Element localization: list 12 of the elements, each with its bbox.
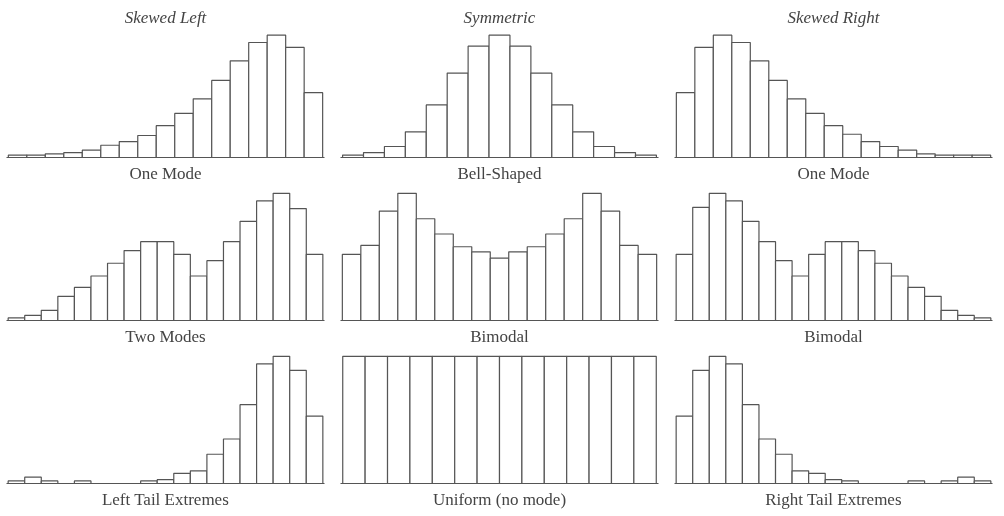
chart-title: Skewed Right xyxy=(787,7,881,27)
x-axis-title: Uniform (no mode) xyxy=(432,489,567,509)
x-axis-title: Bimodal xyxy=(804,326,864,346)
x-axis-title: One Mode xyxy=(129,163,202,183)
x-axis-title: Right Tail Extremes xyxy=(765,489,902,509)
x-axis-title: Left Tail Extremes xyxy=(101,489,229,509)
x-axis-title: One Mode xyxy=(797,163,870,183)
x-axis-title: Bimodal xyxy=(470,326,530,346)
chart-title: Symmetric xyxy=(463,7,536,27)
chart-title: Skewed Left xyxy=(124,7,208,27)
x-axis-title: Bell-Shaped xyxy=(457,163,543,183)
x-axis-title: Two Modes xyxy=(125,326,206,346)
